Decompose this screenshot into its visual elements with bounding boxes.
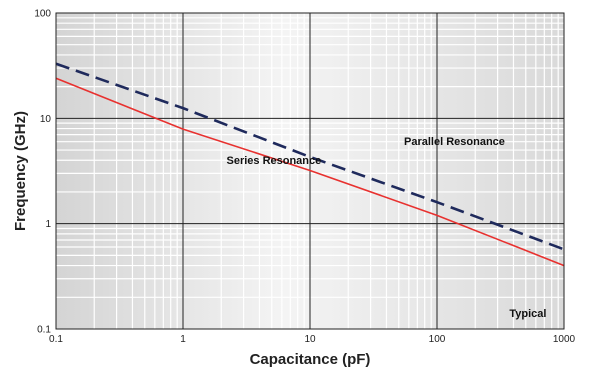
annotation-label: Typical (509, 308, 546, 320)
x-tick-labels: 0.1 1 10 100 1000 (49, 334, 576, 345)
y-tick-label: 0.1 (37, 325, 51, 336)
x-tick-label: 1 (180, 334, 186, 345)
series-layer (56, 62, 564, 267)
annotations: Parallel Resonance Series Resonance Typica… (226, 136, 546, 320)
annotation-label: Parallel Resonance (404, 136, 505, 148)
parallel-resonance-line (56, 62, 564, 251)
y-tick-label: 10 (40, 114, 52, 125)
x-tick-label: 10 (304, 334, 316, 345)
x-tick-label: 1000 (553, 334, 576, 345)
y-tick-label: 100 (34, 9, 51, 20)
annotation-label: Series Resonance (226, 155, 321, 167)
x-tick-label: 0.1 (49, 334, 63, 345)
x-tick-label: 100 (429, 334, 446, 345)
y-tick-labels: 0.1 1 10 100 (34, 9, 51, 336)
series-resonance-line (56, 77, 564, 267)
y-axis-title: Frequency (GHz) (12, 111, 29, 231)
y-tick-label: 1 (45, 219, 51, 230)
x-axis-title: Capacitance (pF) (250, 351, 371, 368)
plot-frame (55, 12, 565, 330)
